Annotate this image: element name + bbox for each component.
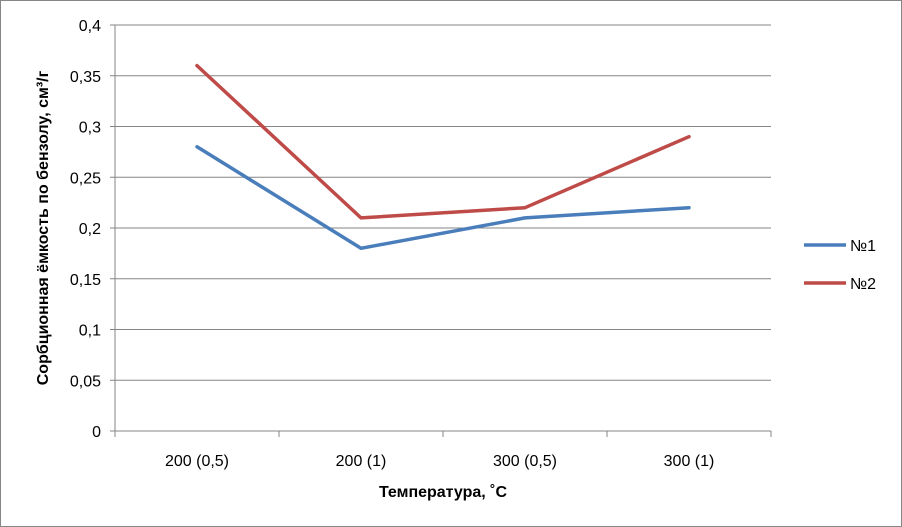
series-lines: [195, 63, 691, 251]
axes: [114, 25, 772, 437]
y-tick-label: 0,1: [79, 323, 101, 340]
gridlines: [110, 24, 771, 432]
y-tick-label: 0,35: [70, 69, 101, 86]
x-tick-label: 300 (1): [664, 453, 715, 470]
y-tick-label: 0,05: [70, 373, 101, 390]
legend-label-1: №1: [850, 238, 876, 255]
x-tick-labels: 200 (0,5) 200 (1) 300 (0,5) 300 (1): [165, 453, 714, 470]
y-tick-labels: 0 0,05 0,1 0,15 0,2 0,25 0,3 0,35 0,4: [70, 18, 101, 441]
y-tick-label: 0,15: [70, 272, 101, 289]
y-tick-label: 0,4: [79, 18, 101, 35]
y-tick-label: 0,2: [79, 221, 101, 238]
x-tick-label: 200 (1): [336, 453, 387, 470]
x-axis-title: Температура, ˚С: [379, 484, 508, 501]
legend: №1 №2: [804, 238, 876, 293]
y-tick-label: 0: [92, 424, 101, 441]
legend-label-2: №2: [850, 276, 876, 293]
series-line-1: [195, 145, 691, 251]
x-tick-label: 300 (0,5): [493, 453, 557, 470]
x-tick-label: 200 (0,5): [165, 453, 229, 470]
y-tick-label: 0,25: [70, 170, 101, 187]
series-line-2: [195, 63, 691, 220]
y-axis-title: Сорбционная ёмкость по бензолу, см³/г: [35, 70, 52, 385]
y-tick-label: 0,3: [79, 120, 101, 137]
